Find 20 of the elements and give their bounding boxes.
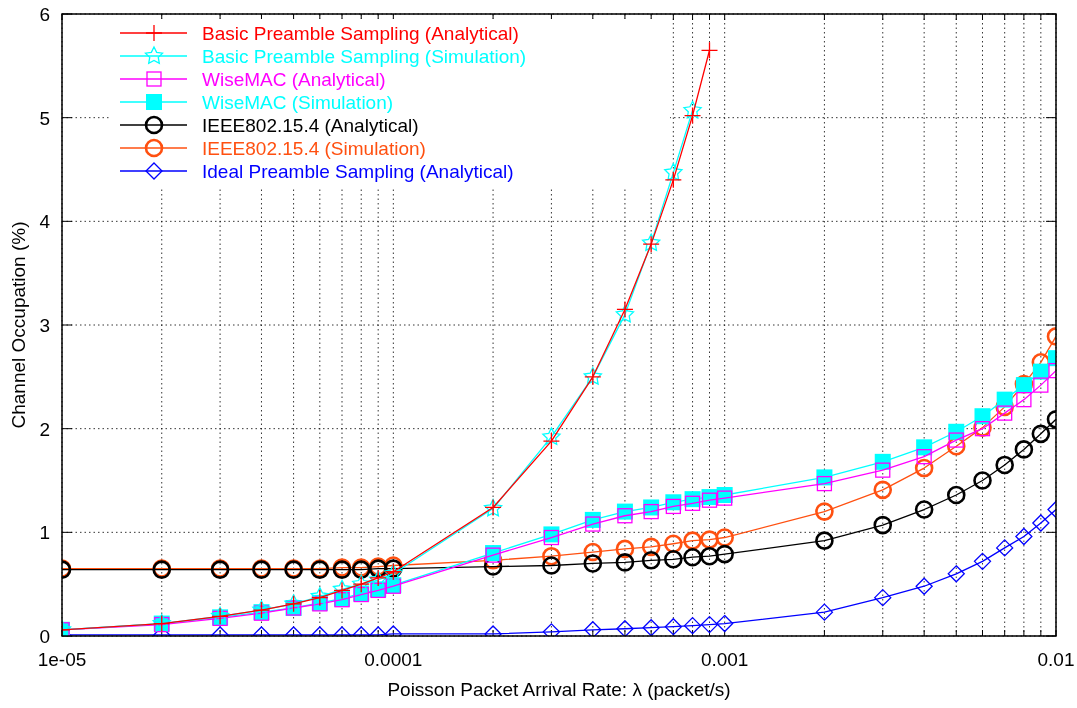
x-tick-label: 0.001 bbox=[700, 649, 749, 670]
legend-label: Basic Preamble Sampling (Analytical) bbox=[202, 23, 519, 44]
x-axis-title: Poisson Packet Arrival Rate: λ (packet/s) bbox=[387, 679, 731, 700]
legend-label: Ideal Preamble Sampling (Analytical) bbox=[202, 161, 514, 182]
y-tick-label: 6 bbox=[39, 4, 50, 25]
y-tick-label: 3 bbox=[39, 315, 50, 336]
y-tick-label: 5 bbox=[39, 107, 50, 129]
legend-label: WiseMAC (Analytical) bbox=[202, 69, 386, 90]
y-tick-label: 4 bbox=[39, 211, 51, 233]
x-tick-label: 1e-05 bbox=[37, 649, 87, 670]
y-axis-title: Channel Occupation (%) bbox=[8, 221, 29, 429]
y-tick-label: 1 bbox=[39, 522, 50, 544]
x-tick-label: 0.0001 bbox=[364, 649, 423, 670]
legend-label: IEEE802.15.4 (Analytical) bbox=[202, 115, 419, 136]
legend-label: IEEE802.15.4 (Simulation) bbox=[202, 138, 426, 159]
y-tick-label: 2 bbox=[39, 418, 50, 440]
x-tick-label: 0.01 bbox=[1037, 649, 1075, 670]
y-tick-label: 0 bbox=[39, 626, 50, 647]
legend-label: Basic Preamble Sampling (Simulation) bbox=[202, 46, 527, 67]
legend-label: WiseMAC (Simulation) bbox=[202, 92, 394, 113]
